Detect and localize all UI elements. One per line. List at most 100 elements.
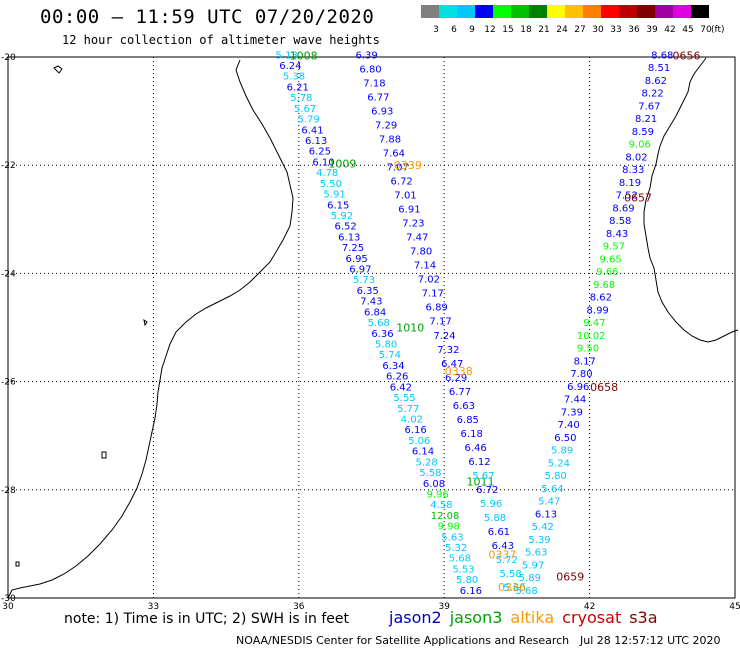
- swh-value-label: 7.80: [410, 247, 432, 258]
- swh-value-label: 6.39: [356, 50, 378, 61]
- colorbar-tick-label: 9: [469, 25, 475, 35]
- pass-time-label: 0657: [624, 192, 652, 205]
- colorbar-tick-label: 18: [520, 25, 532, 35]
- swh-value-label: 7.39: [561, 407, 583, 418]
- colorbar-swatch: [421, 5, 439, 18]
- colorbar-swatch: [637, 5, 655, 18]
- swh-value-label: 7.29: [375, 120, 397, 131]
- swh-value-label: 7.40: [557, 420, 579, 431]
- colorbar-swatch: [529, 5, 547, 18]
- swh-value-label: 6.14: [412, 447, 434, 458]
- colorbar-tick-label: 24: [556, 25, 568, 35]
- swh-value-label: 8.68: [651, 50, 673, 61]
- pass-time-label: 0658: [590, 381, 618, 394]
- lat-tick-label: -24: [1, 269, 16, 279]
- pass-time-label: 1009: [328, 158, 356, 171]
- colorbar-tick-label: 30: [592, 25, 604, 35]
- swh-value-label: 6.96: [567, 382, 589, 393]
- swh-value-label: 5.63: [525, 548, 547, 559]
- swh-value-label: 5.68: [515, 586, 537, 597]
- island-shape: [101, 451, 107, 459]
- colorbar-swatch: [547, 5, 565, 18]
- lon-tick-label: 30: [2, 602, 14, 610]
- swh-value-label: 6.26: [386, 372, 408, 383]
- lat-tick-label: -26: [1, 378, 16, 388]
- colorbar-tick-label: 45: [682, 25, 693, 35]
- swh-value-label: 7.01: [394, 191, 416, 202]
- swh-value-label: 6.10: [312, 157, 334, 168]
- swh-value-label: 9.57: [603, 242, 625, 253]
- swh-value-label: 5.42: [532, 522, 554, 533]
- swh-value-label: 6.80: [359, 64, 381, 75]
- lon-tick-label: 36: [293, 602, 305, 610]
- swh-value-label: 6.24: [279, 61, 301, 72]
- page-subtitle: 12 hour collection of altimeter wave hei…: [62, 33, 380, 47]
- swh-value-label: 8.43: [606, 229, 628, 240]
- swh-value-label: 6.93: [371, 106, 393, 117]
- swh-value-label: 7.24: [433, 331, 455, 342]
- swh-value-label: 9.68: [593, 280, 615, 291]
- swh-value-label: 5.88: [484, 513, 506, 524]
- swh-value-label: 6.42: [390, 382, 412, 393]
- swh-value-label: 6.29: [445, 373, 467, 384]
- colorbar-swatch: [457, 5, 475, 18]
- swh-value-label: 5.13: [276, 50, 298, 61]
- swh-value-label: 6.61: [488, 527, 510, 538]
- swh-value-label: 6.36: [371, 329, 393, 340]
- page-title: 00:00 – 11:59 UTC 07/20/2020: [40, 6, 375, 28]
- swh-value-label: 9.66: [596, 267, 618, 278]
- swh-value-label: 4.78: [316, 168, 338, 179]
- pass-time-label: 0337: [488, 549, 516, 562]
- swh-value-label: 8.22: [641, 89, 663, 100]
- pass-time-label: 0339: [394, 159, 422, 172]
- lat-tick-label: -30: [1, 594, 16, 604]
- swh-value-label: 7.88: [379, 134, 401, 145]
- colorbar-swatch: [583, 5, 601, 18]
- colorbar-swatch: [691, 5, 709, 18]
- swh-value-label: 8.69: [612, 203, 634, 214]
- swh-value-label: 6.52: [334, 222, 356, 233]
- swh-value-label: 5.24: [548, 458, 570, 469]
- satellite-legend: jason2 jason3 altika cryosat s3a: [389, 608, 666, 627]
- colorbar-swatch: [619, 5, 637, 18]
- swh-value-label: 8.02: [625, 152, 647, 163]
- pass-time-label: 0656: [673, 49, 701, 62]
- swh-value-label: 7.25: [342, 243, 364, 254]
- swh-value-label: 6.85: [457, 415, 479, 426]
- colorbar-tick-label: 70: [700, 25, 712, 35]
- pass-time-label: 0338: [445, 365, 473, 378]
- wave-height-map: 30 33 36 39 42 45-20-22-24-26-28-30 5.136.245…: [1, 49, 740, 610]
- swh-value-label: 6.12: [468, 457, 490, 468]
- swh-value-label: 5.38: [283, 72, 305, 83]
- swh-value-label: 7.67: [638, 101, 660, 112]
- swh-value-label: 6.91: [398, 205, 420, 216]
- footnote: note: 1) Time is in UTC; 2) SWH is in fe…: [64, 611, 350, 627]
- swh-value-label: 5.55: [393, 393, 415, 404]
- colorbar-tick-label: 12: [484, 25, 495, 35]
- colorbar-swatch: [655, 5, 673, 18]
- swh-value-label: 7.14: [414, 261, 436, 272]
- swh-value-label: 5.89: [519, 573, 541, 584]
- swh-value-label: 6.16: [460, 586, 482, 597]
- swh-value-label: 8.19: [619, 178, 641, 189]
- swh-value-label: 9.47: [583, 318, 605, 329]
- swh-value-label: 5.64: [541, 484, 563, 495]
- swh-value-label: 6.97: [349, 265, 371, 276]
- swh-value-label: 5.79: [298, 115, 320, 126]
- swh-value-label: 9.96: [427, 489, 449, 500]
- swh-value-label: 6.95: [346, 254, 368, 265]
- swh-value-label: 5.78: [290, 93, 312, 104]
- swh-value-label: 6.15: [327, 200, 349, 211]
- africa-coastline: [7, 59, 294, 599]
- swh-value-label: 7.23: [402, 219, 424, 230]
- swh-value-label: 8.62: [590, 293, 612, 304]
- legend-entry-jason2: jason2: [389, 608, 442, 627]
- swh-value-label: 4.02: [401, 414, 423, 425]
- swh-value-label: 5.06: [408, 436, 430, 447]
- map-grid: [7, 56, 736, 599]
- swh-value-label: 5.39: [528, 535, 550, 546]
- colorbar-tick-label: 33: [610, 25, 621, 35]
- swh-value-label: 5.77: [397, 404, 419, 415]
- lon-tick-label: 45: [729, 602, 740, 610]
